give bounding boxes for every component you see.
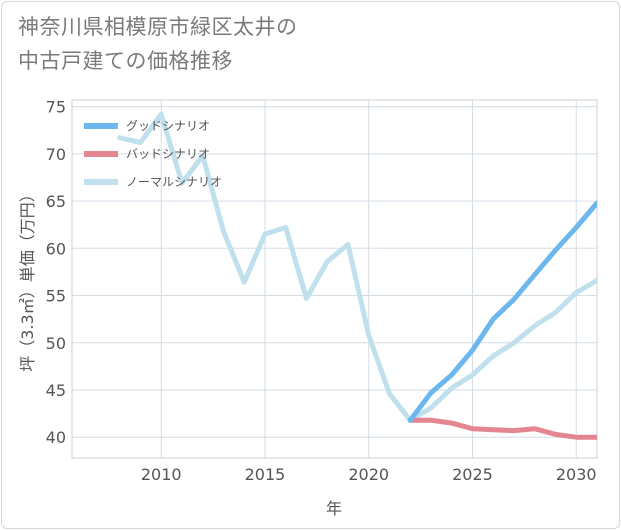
series-layer [117, 111, 597, 440]
tick-labels: 40 45 50 55 60 65 70 75 2010 2015 2020 2025 2030 [46, 98, 597, 484]
series-line-1 [407, 417, 597, 440]
series-line-0 [407, 200, 597, 423]
y-tick-label: 60 [46, 239, 66, 258]
legend-label: ノーマルシナリオ [126, 175, 222, 189]
series-line-2 [117, 111, 597, 423]
y-axis-label: 坪（3.3㎡）単価（万円） [18, 186, 37, 371]
x-tick-label: 2010 [141, 465, 182, 484]
y-tick-label: 75 [46, 98, 66, 117]
chart-title-line-1: 神奈川県相模原市緑区太井の [18, 15, 298, 39]
plot-area [71, 99, 598, 459]
x-tick-label: 2020 [348, 465, 389, 484]
y-tick-label: 70 [46, 145, 66, 164]
y-tick-label: 50 [46, 334, 66, 353]
chart-title: 神奈川県相模原市緑区太井の 中古戸建ての価格推移 [18, 10, 298, 78]
chart-title-line-2: 中古戸建ての価格推移 [18, 49, 233, 73]
y-tick-label: 55 [46, 287, 66, 306]
y-tick-label: 40 [46, 428, 66, 447]
legend-label: グッドシナリオ [126, 119, 210, 133]
y-tick-label: 45 [46, 381, 66, 400]
legend-label: バッドシナリオ [126, 147, 210, 161]
x-tick-label: 2025 [452, 465, 493, 484]
x-tick-label: 2015 [245, 465, 286, 484]
y-tick-label: 65 [46, 192, 66, 211]
x-tick-label: 2030 [556, 465, 597, 484]
x-axis-label: 年 [326, 499, 342, 518]
